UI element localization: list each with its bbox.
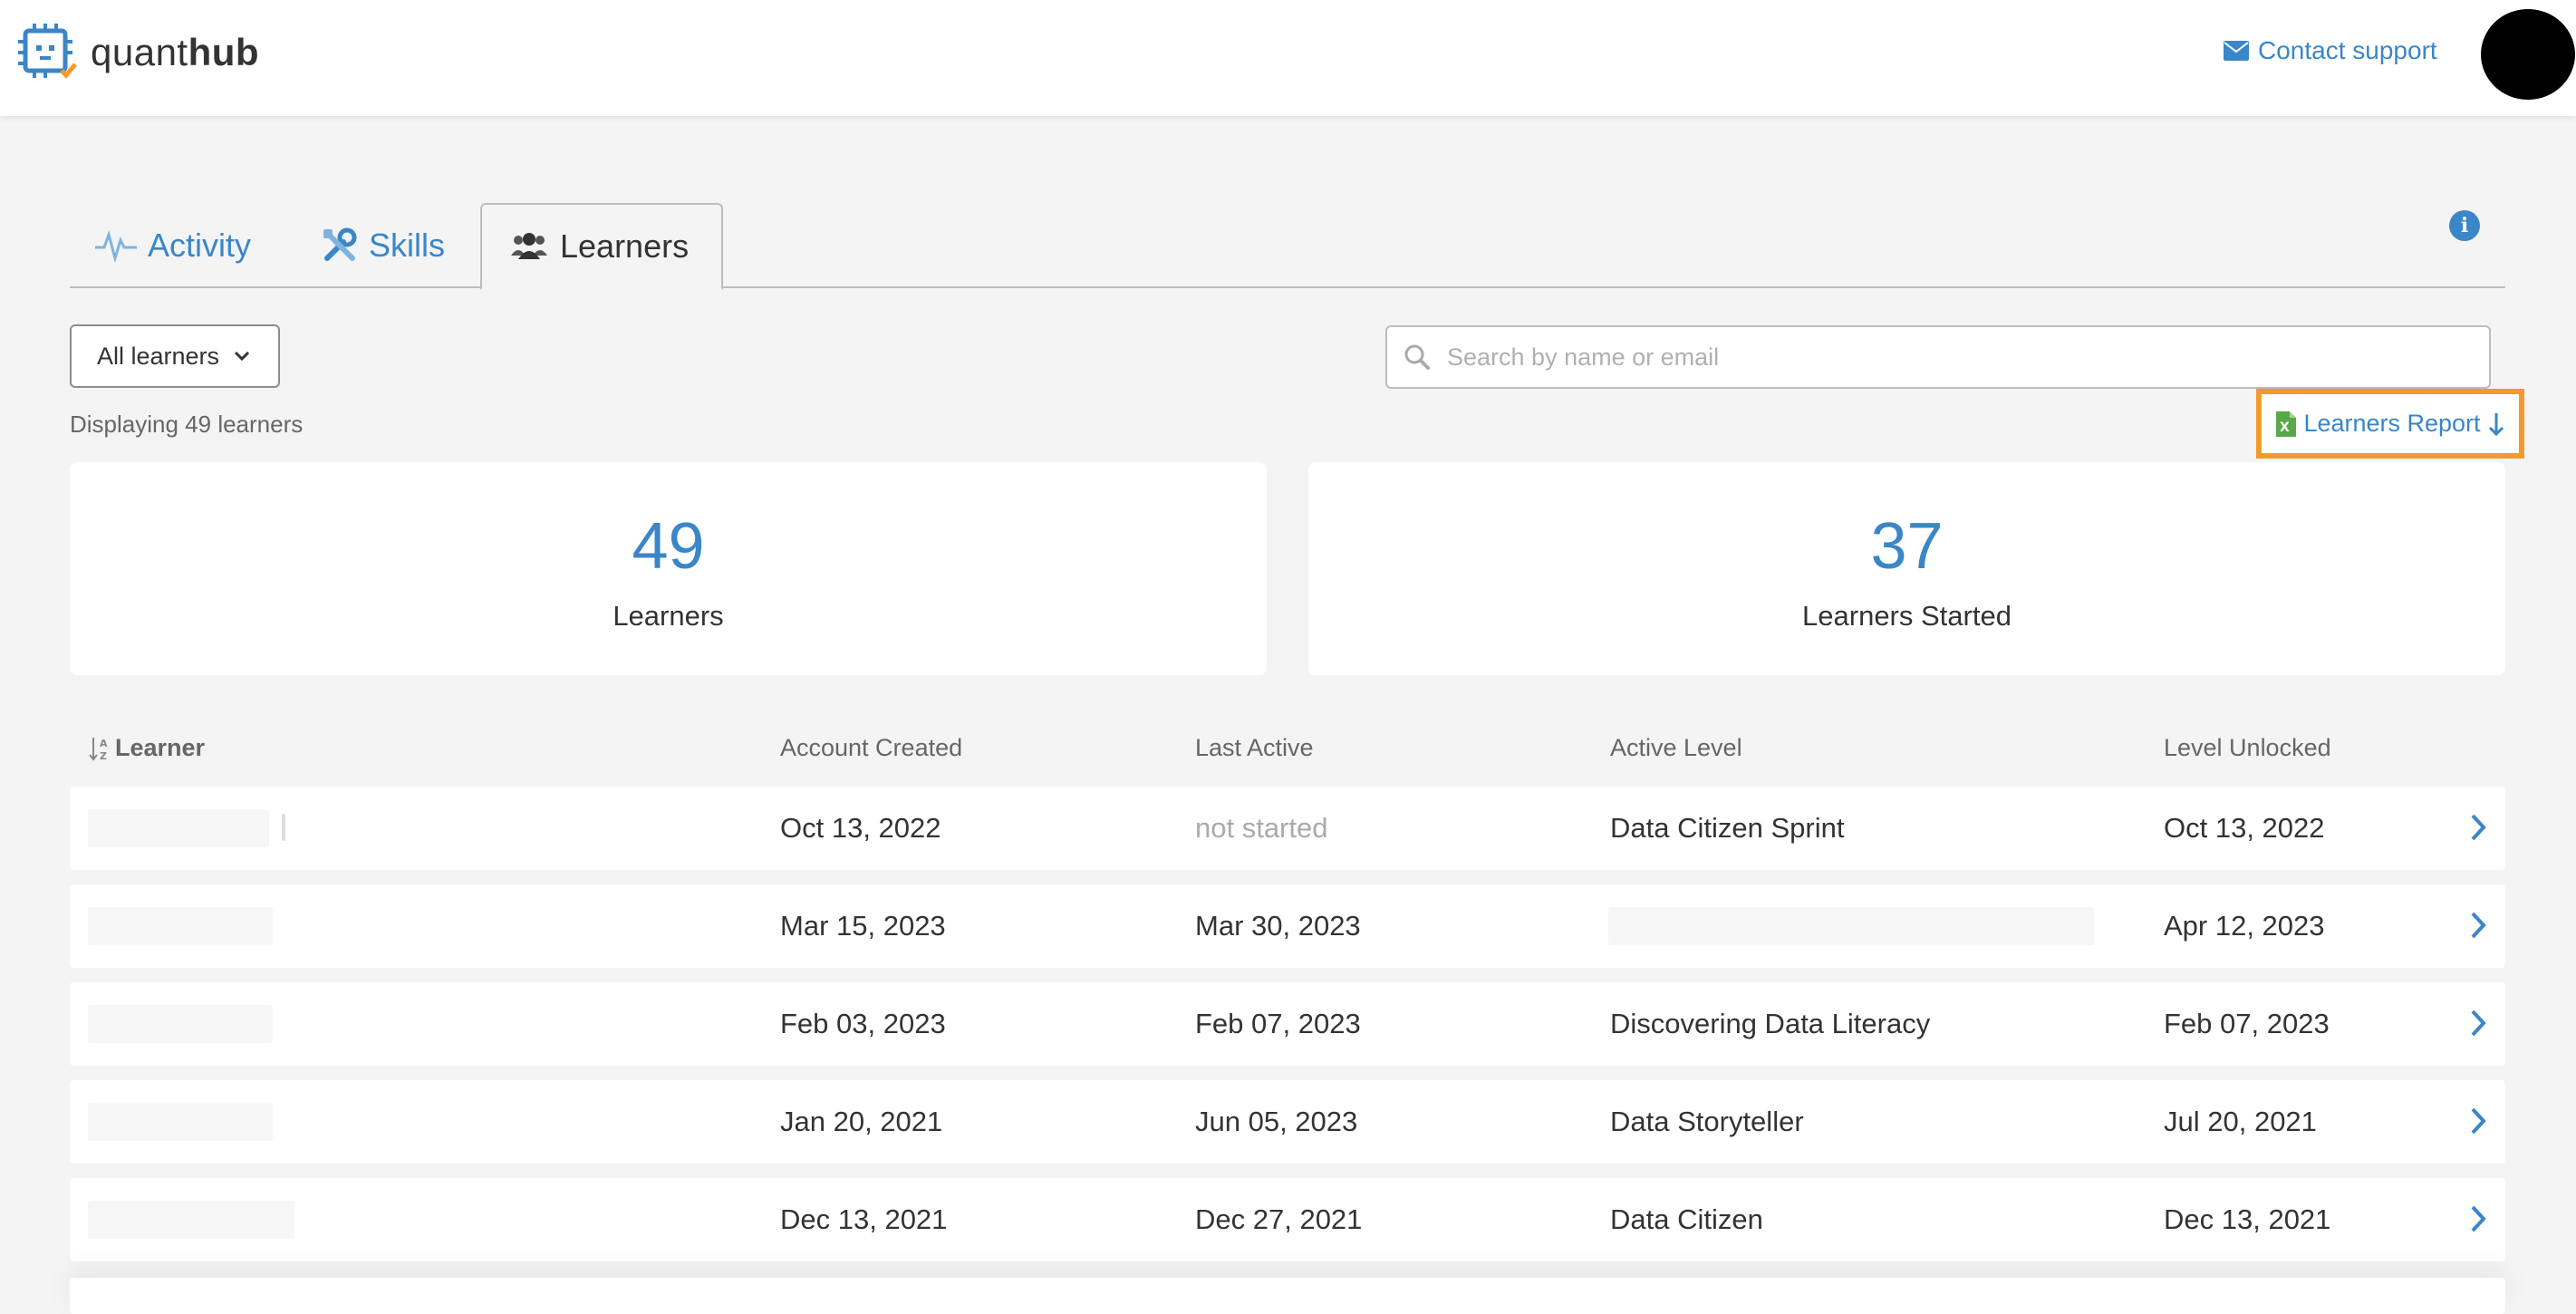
svg-text:A: A [100, 738, 108, 749]
learner-filter-value: All learners [97, 342, 220, 370]
table-row[interactable]: Mar 15, 2023 Mar 30, 2023 Apr 12, 2023 [70, 884, 2505, 968]
column-header-level-unlocked[interactable]: Level Unlocked [2164, 734, 2331, 761]
chevron-down-icon [235, 351, 250, 362]
learners-report-label: Learners Report [2303, 410, 2481, 437]
tab-skills-label: Skills [369, 227, 446, 264]
learners-report-button[interactable]: X Learners Report [2256, 389, 2524, 459]
table-row[interactable]: Jan 20, 2021 Jun 05, 2023 Data Storytell… [70, 1080, 2505, 1164]
stat-card-learners: 49 Learners [70, 462, 1267, 675]
chevron-right-icon[interactable] [2469, 910, 2487, 941]
search-box [1385, 325, 2491, 389]
search-input[interactable] [1447, 343, 2444, 372]
learner-name-redacted [88, 1103, 273, 1141]
envelope-icon [2224, 41, 2249, 61]
level-unlocked-cell: Feb 07, 2023 [2164, 1008, 2330, 1039]
account-created-cell: Dec 13, 2021 [780, 1203, 948, 1235]
column-header-learner-label: Learner [115, 734, 206, 761]
table-row[interactable]: Oct 13, 2022 not started Data Citizen Sp… [70, 787, 2505, 870]
stat-value: 49 [632, 510, 705, 583]
level-unlocked-cell: Jul 20, 2021 [2164, 1106, 2317, 1137]
account-created-cell: Feb 03, 2023 [780, 1008, 946, 1039]
svg-text:Z: Z [100, 750, 107, 762]
column-header-account-created[interactable]: Account Created [780, 734, 963, 761]
stat-label: Learners [613, 600, 724, 632]
displaying-count: Displaying 49 learners [70, 411, 304, 438]
tab-skills[interactable]: Skills [322, 203, 445, 288]
active-level-cell: Data Citizen Sprint [1610, 812, 1845, 844]
arrow-down-icon [2488, 412, 2504, 436]
account-created-cell: Oct 13, 2022 [780, 812, 941, 844]
contact-support-label: Contact support [2258, 36, 2437, 64]
tab-activity[interactable]: Activity [95, 203, 251, 288]
learner-name-redacted [88, 809, 269, 847]
account-created-cell: Mar 15, 2023 [780, 910, 946, 942]
sort-icon: A Z [89, 737, 108, 762]
brand-name: quanthub [91, 31, 260, 73]
svg-text:X: X [2280, 420, 2290, 435]
tab-learners[interactable]: Learners [480, 203, 724, 290]
quanthub-logo[interactable]: quanthub [16, 24, 259, 82]
learner-name-redacted [88, 1201, 294, 1239]
learner-filter-dropdown[interactable]: All learners [70, 324, 280, 388]
stat-value: 37 [1870, 510, 1944, 583]
active-level-cell: Data Storyteller [1610, 1106, 1804, 1137]
tab-learners-label: Learners [560, 227, 690, 265]
table-header: A Z Learner Account Created Last Active … [70, 734, 2505, 770]
excel-file-icon: X [2276, 411, 2297, 437]
tab-bar: Activity Skills Learners [70, 203, 2505, 290]
learner-name-redacted [88, 907, 273, 945]
active-level-cell: Data Citizen [1610, 1203, 1763, 1235]
user-avatar[interactable] [2481, 9, 2575, 100]
search-icon [1404, 344, 1430, 370]
table-row[interactable]: Feb 03, 2023 Feb 07, 2023 Discovering Da… [70, 982, 2505, 1066]
last-active-cell: Dec 27, 2021 [1195, 1203, 1363, 1235]
tools-icon [323, 227, 357, 261]
column-header-active-level[interactable]: Active Level [1610, 734, 1742, 761]
last-active-cell: not started [1195, 812, 1328, 844]
text-cursor [282, 814, 285, 841]
learner-name-redacted [88, 1005, 273, 1043]
column-header-last-active[interactable]: Last Active [1195, 734, 1314, 761]
level-unlocked-cell: Dec 13, 2021 [2164, 1203, 2331, 1235]
active-level-redacted [1608, 907, 2094, 945]
table-row[interactable]: Dec 13, 2021 Dec 27, 2021 Data Citizen D… [70, 1178, 2505, 1261]
chevron-right-icon[interactable] [2469, 1203, 2487, 1234]
stat-card-learners-started: 37 Learners Started [1308, 462, 2505, 675]
info-icon[interactable]: i [2449, 210, 2480, 241]
chip-logo-icon [18, 24, 77, 79]
last-active-cell: Feb 07, 2023 [1195, 1008, 1361, 1039]
users-icon [511, 233, 547, 259]
last-active-cell: Jun 05, 2023 [1195, 1106, 1358, 1137]
contact-support-link[interactable]: Contact support [2224, 36, 2437, 65]
table-row-partial [70, 1278, 2505, 1314]
column-header-learner[interactable]: A Z Learner [88, 734, 205, 762]
chevron-right-icon[interactable] [2469, 1106, 2487, 1136]
pulse-icon [95, 229, 137, 262]
chevron-right-icon[interactable] [2469, 812, 2487, 843]
level-unlocked-cell: Apr 12, 2023 [2164, 910, 2325, 942]
last-active-cell: Mar 30, 2023 [1195, 910, 1361, 942]
tab-activity-label: Activity [148, 227, 252, 264]
account-created-cell: Jan 20, 2021 [780, 1106, 943, 1137]
level-unlocked-cell: Oct 13, 2022 [2164, 812, 2325, 844]
stat-label: Learners Started [1802, 600, 2012, 632]
active-level-cell: Discovering Data Literacy [1610, 1008, 1931, 1039]
chevron-right-icon[interactable] [2469, 1008, 2487, 1039]
top-bar: quanthub Contact support [0, 0, 2576, 116]
